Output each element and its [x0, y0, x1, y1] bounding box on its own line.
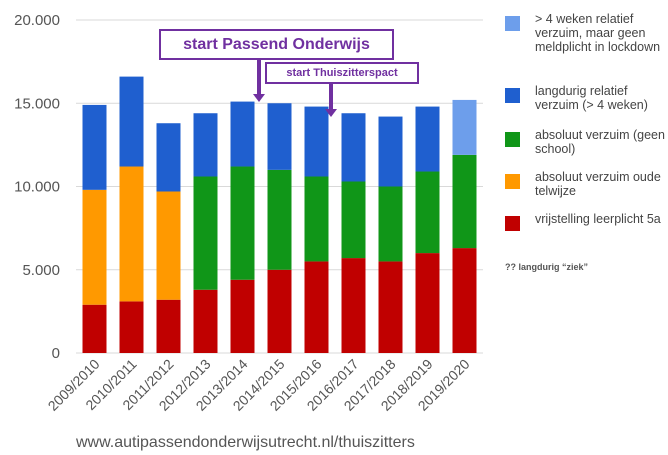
bar-segment	[267, 103, 292, 170]
bar-segment	[119, 301, 144, 353]
y-tick-label: 15.000	[14, 95, 60, 112]
bar-segment	[378, 261, 403, 353]
bar-segment	[304, 261, 329, 353]
bar-segment	[341, 113, 366, 182]
bar-segment	[304, 176, 329, 262]
legend-label: > 4 weken relatief verzuim, maar geen me…	[535, 12, 661, 54]
callout-start-thuiszitterspact: start Thuiszitterspact	[265, 62, 419, 84]
legend-swatch	[505, 132, 520, 147]
legend-swatch	[505, 216, 520, 231]
bar-segment	[452, 154, 477, 249]
bar-segment	[341, 258, 366, 353]
y-tick-label: 0	[52, 345, 60, 362]
bar-segment	[378, 116, 403, 187]
legend-label: absoluut verzuim (geen school)	[535, 128, 665, 156]
bar-segment	[82, 104, 107, 190]
legend-label: vrijstelling leerplicht 5a	[535, 212, 661, 226]
bar-segment	[267, 269, 292, 353]
bar-segment	[452, 99, 477, 155]
bar-segment	[415, 106, 440, 172]
bar-segment	[119, 166, 144, 302]
bar-segment	[193, 113, 218, 177]
source-url: www.autipassendonderwijsutrecht.nl/thuis…	[76, 434, 415, 451]
callout-start-passend-onderwijs: start Passend Onderwijs	[159, 29, 394, 60]
bar-segment	[193, 176, 218, 290]
legend-note: ?? langdurig “ziek”	[505, 262, 589, 272]
bars	[82, 76, 477, 353]
bar-segment	[230, 101, 255, 167]
legend-label: langdurig relatief verzuim (> 4 weken)	[535, 84, 648, 112]
callout-arrow	[325, 84, 337, 117]
callout-arrow	[253, 60, 265, 102]
bar-segment	[82, 189, 107, 305]
bar-segment	[452, 248, 477, 353]
bar-segment	[341, 181, 366, 259]
callout-arrows	[253, 60, 337, 117]
y-axis-ticks: 0 5.000 10.000 15.000 20.000	[14, 12, 60, 362]
y-tick-label: 5.000	[22, 262, 60, 279]
bar-segment	[82, 304, 107, 353]
bar-segment	[156, 191, 181, 300]
bar-segment	[230, 279, 255, 353]
legend-swatch	[505, 16, 520, 31]
bar-segment	[156, 123, 181, 192]
legend-swatch	[505, 88, 520, 103]
bar-segment	[156, 299, 181, 353]
bar-segment	[119, 76, 144, 167]
legend-label: absoluut verzuim oude telwijze	[535, 170, 661, 198]
stacked-bar-chart: 0 5.000 10.000 15.000 20.000 2009/20102010/2…	[14, 12, 483, 414]
bar-segment	[415, 253, 440, 353]
bar-segment	[193, 289, 218, 353]
legend-swatch	[505, 174, 520, 189]
bar-segment	[415, 171, 440, 254]
y-tick-label: 20.000	[14, 12, 60, 29]
bar-segment	[267, 169, 292, 270]
bar-segment	[378, 186, 403, 262]
bar-segment	[230, 166, 255, 280]
x-axis-ticks: 2009/20102010/20112011/20122012/20132013…	[45, 356, 473, 414]
y-tick-label: 10.000	[14, 179, 60, 196]
bar-segment	[304, 106, 329, 177]
